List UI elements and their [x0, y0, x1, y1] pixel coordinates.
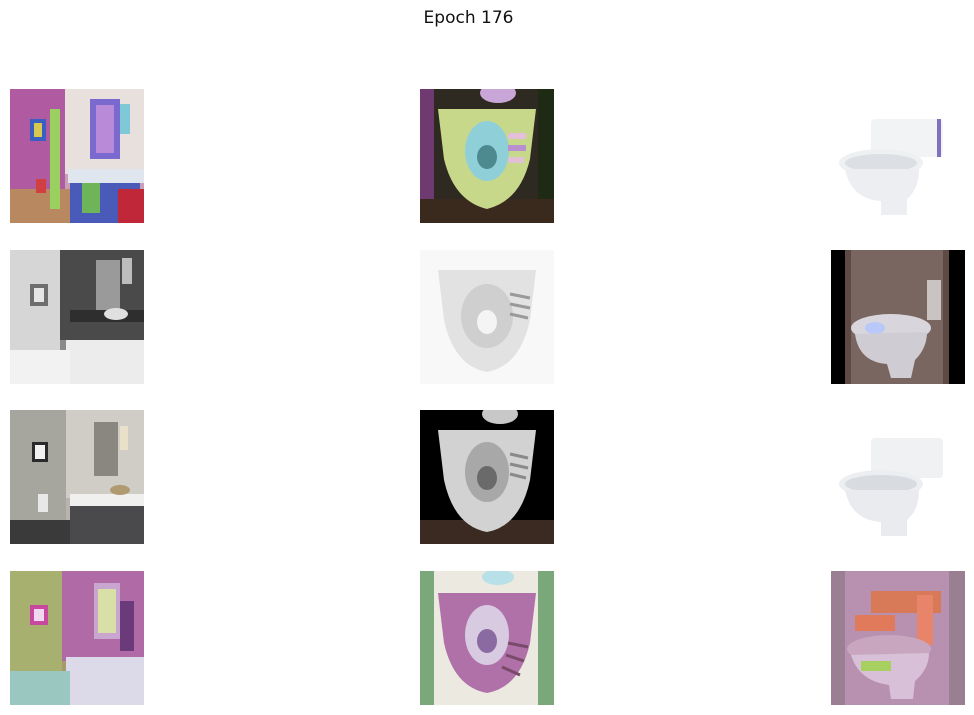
image-tile-r1-c3 — [831, 89, 965, 223]
squat-toilet-light-image — [420, 250, 554, 384]
western-toilet-image — [831, 410, 965, 544]
bathroom-grayscale-image — [10, 250, 144, 384]
squat-toilet-segmentation-image — [420, 89, 554, 223]
image-tile-r3-c1 — [10, 410, 144, 544]
western-toilet-generated-image — [831, 571, 965, 705]
image-tile-r1-c2 — [420, 89, 554, 223]
squat-toilet-generated-image — [420, 571, 554, 705]
bathroom-generated-image — [10, 571, 144, 705]
image-tile-r4-c2 — [420, 571, 554, 705]
western-toilet-dark-image — [831, 250, 965, 384]
squat-toilet-dark-bg-image — [420, 410, 554, 544]
image-tile-r3-c3 — [831, 410, 965, 544]
image-tile-r4-c3 — [831, 571, 965, 705]
bathroom-segmentation-image — [10, 89, 144, 223]
western-toilet-image — [831, 89, 965, 223]
image-tile-r1-c1 — [10, 89, 144, 223]
image-tile-r2-c1 — [10, 250, 144, 384]
image-tile-r3-c2 — [420, 410, 554, 544]
bathroom-photo-image — [10, 410, 144, 544]
figure-title: Epoch 176 — [423, 8, 514, 28]
image-tile-r4-c1 — [10, 571, 144, 705]
image-tile-r2-c3 — [831, 250, 965, 384]
image-tile-r2-c2 — [420, 250, 554, 384]
